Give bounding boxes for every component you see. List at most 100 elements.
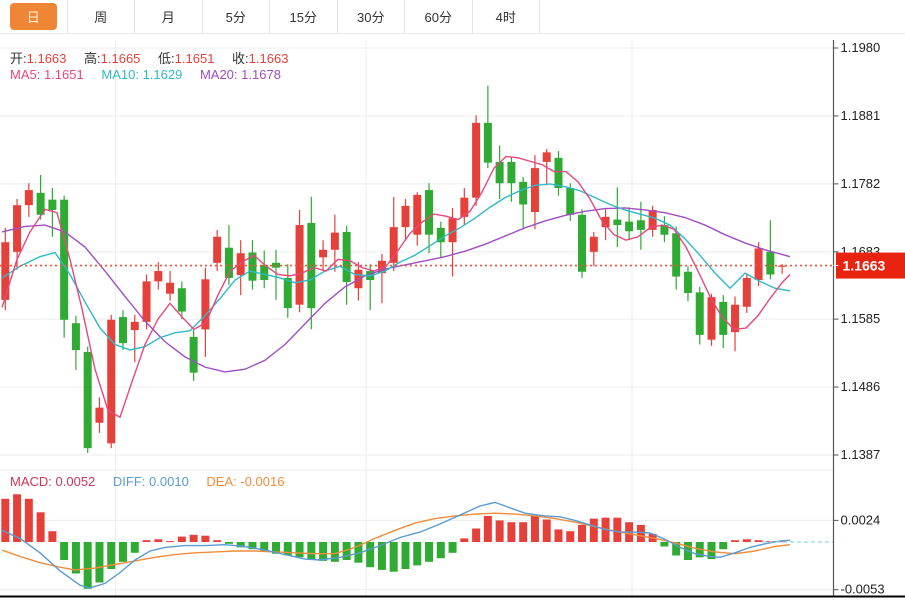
ma5-line [1, 155, 791, 419]
macd-bar [283, 542, 292, 556]
candle-body [248, 252, 257, 281]
candle-body [283, 277, 292, 309]
candle-body [766, 251, 775, 275]
macd-bar [24, 498, 33, 542]
ma10-label: MA10: [101, 67, 139, 82]
tab-60min-label: 60分 [424, 10, 452, 25]
candle-body [36, 192, 45, 215]
candle-body [754, 248, 763, 280]
candle-body [260, 264, 269, 280]
candle-body [731, 304, 740, 333]
tab-day[interactable]: 日 [0, 0, 68, 33]
macd-bar [589, 518, 598, 542]
macd-bar [542, 519, 551, 542]
macd-bar [60, 542, 69, 560]
macd-bar [578, 524, 587, 542]
candle-body [119, 317, 127, 344]
candle-body [71, 323, 80, 350]
ma20-line [1, 207, 791, 373]
candle-body [707, 297, 716, 340]
axis-tick-label: 0.0024 [841, 512, 881, 527]
tab-week[interactable]: 周 [68, 0, 135, 33]
tab-4hour[interactable]: 4时 [473, 0, 540, 33]
candle-body [319, 249, 328, 258]
ma10-line [1, 183, 791, 351]
macd-bar [719, 542, 728, 550]
candle-body [554, 157, 563, 189]
macd-bar [425, 542, 434, 562]
tab-month-label: 月 [161, 10, 175, 25]
open-value: 1.1663 [26, 51, 67, 66]
macd-bar [566, 531, 575, 542]
macd-bar [636, 524, 645, 542]
macd-bar [342, 542, 351, 560]
period-tabbar: 日 周 月 5分 15分 30分 60分 4时 [0, 0, 905, 34]
macd-bar [483, 515, 492, 542]
macd-bar [377, 542, 386, 570]
macd-bar [224, 542, 233, 544]
macd-bar [48, 531, 57, 542]
candle-body [613, 219, 622, 226]
candle-body [389, 227, 398, 263]
tab-60min[interactable]: 60分 [405, 0, 473, 33]
axis-tick-label: 1.1881 [841, 108, 881, 123]
macd-bar [177, 536, 186, 542]
macd-bar [460, 538, 469, 542]
candle-body [589, 236, 598, 252]
diff-label: DIFF: [112, 474, 146, 489]
tab-5min[interactable]: 5分 [203, 0, 270, 33]
candle-body [377, 260, 386, 274]
candle-body [201, 279, 210, 330]
candle-body [330, 232, 339, 250]
dea-label: DEA: [206, 474, 237, 489]
candle-body [648, 209, 657, 230]
macd-bar [672, 542, 681, 556]
macd-bar [436, 542, 445, 559]
macd-bar [295, 542, 304, 558]
candle-body [530, 168, 539, 213]
tab-15min[interactable]: 15分 [270, 0, 338, 33]
macd-bar [166, 541, 175, 543]
ma5-value: 1.1651 [43, 67, 84, 82]
tab-30min[interactable]: 30分 [338, 0, 405, 33]
macd-bar [248, 542, 257, 550]
candle-body [578, 214, 587, 272]
candle-body [778, 265, 787, 267]
axis-tick-label: 1.1585 [841, 311, 881, 326]
candle-body [695, 292, 704, 335]
candle-body [542, 152, 551, 162]
candle-body [177, 288, 186, 312]
tab-5min-label: 5分 [225, 10, 246, 25]
macd-bar [330, 542, 339, 562]
ma10-value: 1.1629 [142, 67, 183, 82]
macd-bar [107, 542, 116, 569]
macd-bar [130, 542, 139, 553]
axis-tick-label: 1.1980 [841, 40, 881, 55]
dea-value: -0.0016 [240, 474, 285, 489]
low-value: 1.1651 [174, 51, 215, 66]
last-price-tag: 1.1663 [833, 252, 905, 279]
macd-bar [272, 542, 281, 554]
candle-body [683, 271, 692, 294]
macd-bar [754, 540, 763, 542]
close-label: 收: [232, 51, 249, 66]
tab-month[interactable]: 月 [135, 0, 203, 33]
diff-line [1, 501, 791, 589]
candle-body [342, 231, 351, 283]
candle-body [236, 253, 245, 276]
close-value: 1.1663 [248, 51, 289, 66]
candle-body [130, 321, 139, 331]
tab-week-label: 周 [94, 10, 108, 25]
tab-30min-label: 30分 [357, 10, 385, 25]
macd-bar [519, 522, 528, 542]
candle-body [413, 194, 422, 235]
candle-body [436, 227, 445, 243]
macd-bar [707, 542, 716, 560]
candle-body [625, 221, 634, 232]
last-price-tag-bg [836, 252, 905, 279]
macd-bar [731, 540, 740, 542]
macd-bar [260, 542, 269, 552]
macd-bar [742, 539, 751, 542]
